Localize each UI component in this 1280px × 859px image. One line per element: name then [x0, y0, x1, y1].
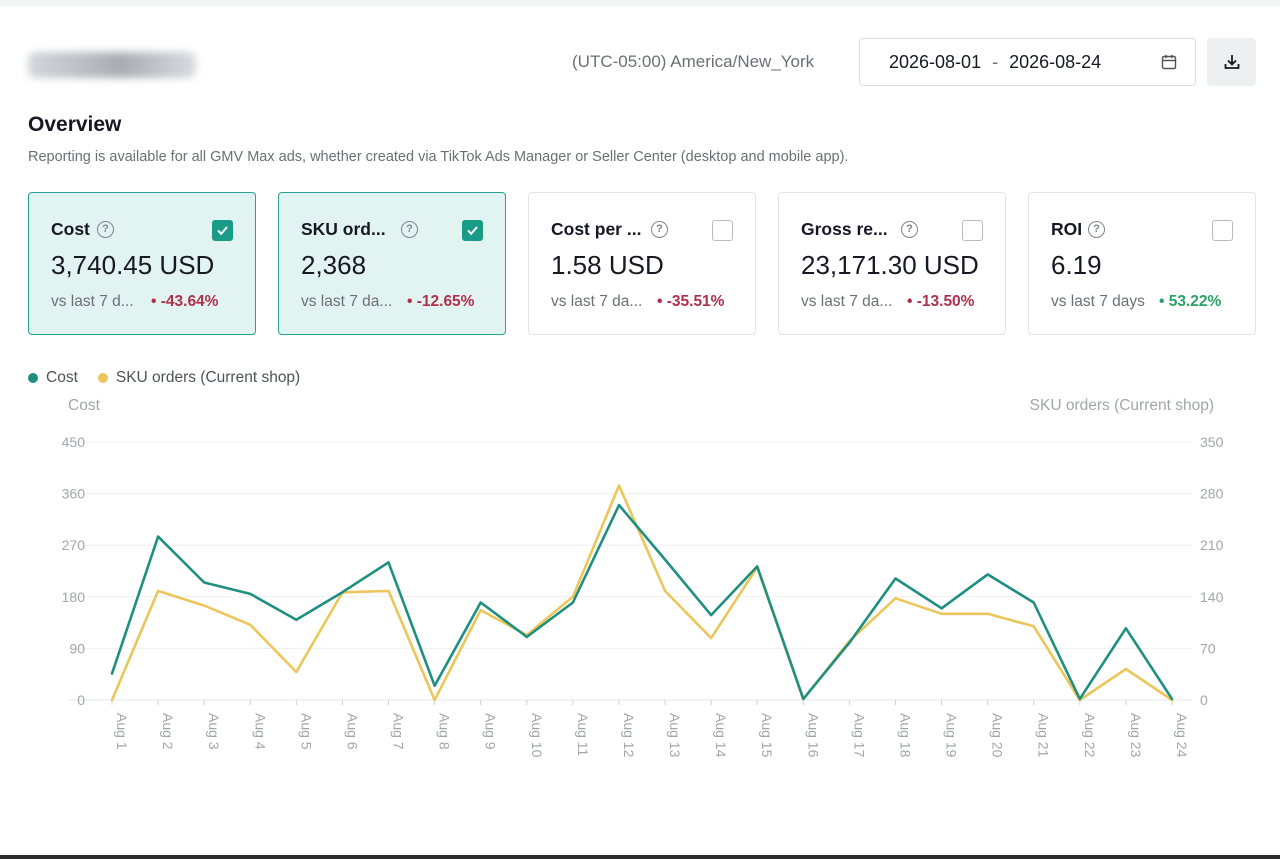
shop-name-blurred: [28, 52, 196, 78]
x-tick-label: Aug 19: [944, 713, 960, 758]
metric-value: 3,740.45 USD: [51, 250, 215, 280]
metric-card-cost-per-order[interactable]: Cost per ... ? 1.58 USD vs last 7 da... …: [528, 192, 756, 335]
x-tick-label: Aug 14: [713, 713, 729, 758]
x-tick-label: Aug 10: [529, 713, 545, 758]
metric-change: • -13.50%: [907, 293, 975, 310]
y-right-tick-label: 280: [1200, 486, 1224, 502]
metric-comparison: vs last 7 da...: [551, 293, 643, 310]
x-tick-label: Aug 13: [667, 713, 683, 758]
x-tick-label: Aug 5: [298, 713, 314, 750]
metric-value: 6.19: [1051, 250, 1102, 280]
y-left-tick-label: 90: [69, 640, 85, 656]
metric-checkbox[interactable]: [212, 220, 233, 241]
metric-change: • -43.64%: [151, 293, 219, 310]
y-left-tick-label: 270: [62, 537, 86, 553]
metric-checkbox[interactable]: [712, 220, 733, 241]
overview-title: Overview: [28, 113, 122, 136]
metric-comparison: vs last 7 days: [1051, 293, 1145, 310]
timezone-label: (UTC-05:00) America/New_York: [572, 52, 815, 71]
help-icon[interactable]: ?: [651, 221, 668, 238]
x-tick-label: Aug 15: [759, 713, 775, 758]
overview-description: Reporting is available for all GMV Max a…: [28, 149, 849, 165]
y-right-tick-label: 0: [1200, 692, 1208, 708]
check-icon: [467, 226, 478, 236]
check-icon: [217, 226, 228, 236]
series-line-sku-orders: [110, 484, 1174, 702]
legend-dot-sku-orders: [97, 373, 108, 383]
x-tick-label: Aug 11: [575, 713, 591, 757]
x-tick-label: Aug 16: [805, 713, 821, 758]
x-tick-label: Aug 20: [990, 713, 1006, 758]
metric-value: 1.58 USD: [551, 250, 664, 280]
legend-item-sku-orders[interactable]: SKU orders (Current shop): [97, 369, 301, 387]
bottom-border: [0, 855, 1280, 859]
metric-change: • 53.22%: [1159, 293, 1222, 310]
calendar-icon: [1161, 54, 1177, 70]
y-right-tick-label: 140: [1200, 589, 1224, 605]
metric-label: SKU ord...: [301, 219, 386, 239]
metric-label: Cost: [51, 219, 90, 239]
y-right-axis-title: SKU orders (Current shop): [1029, 397, 1214, 414]
metric-label: Cost per ...: [551, 219, 642, 239]
y-left-tick-label: 180: [62, 589, 86, 605]
legend-dot-cost: [28, 373, 38, 383]
help-icon[interactable]: ?: [97, 221, 114, 238]
x-tick-label: Aug 17: [851, 713, 867, 758]
x-tick-label: Aug 23: [1128, 713, 1144, 758]
metric-checkbox[interactable]: [462, 220, 483, 241]
x-tick-label: Aug 4: [252, 713, 268, 750]
y-right-tick-label: 70: [1200, 640, 1216, 656]
metric-card-roi[interactable]: ROI ? 6.19 vs last 7 days • 53.22%: [1028, 192, 1256, 335]
help-icon[interactable]: ?: [1088, 221, 1105, 238]
x-tick-label: Aug 6: [344, 713, 360, 750]
x-tick-label: Aug 9: [483, 713, 499, 750]
x-tick-label: Aug 22: [1082, 713, 1098, 758]
date-range-picker[interactable]: 2026-08-01 - 2026-08-24: [859, 38, 1196, 86]
metric-checkbox[interactable]: [962, 220, 983, 241]
legend-label-sku-orders: SKU orders (Current shop): [115, 369, 301, 386]
download-button[interactable]: [1207, 38, 1256, 86]
y-left-tick-label: 0: [77, 692, 85, 708]
metric-change: • -35.51%: [657, 293, 725, 310]
metric-value: 23,171.30 USD: [801, 250, 979, 280]
metric-label: Gross re...: [801, 219, 888, 239]
y-right-tick-label: 350: [1200, 434, 1224, 450]
series-line-cost: [110, 503, 1174, 701]
legend-label-cost: Cost: [46, 369, 78, 386]
x-tick-label: Aug 12: [621, 713, 637, 758]
chart-legend: Cost SKU orders (Current shop): [28, 369, 320, 387]
metric-card-cost[interactable]: Cost ? 3,740.45 USD vs last 7 d... • -43…: [28, 192, 256, 335]
metric-value: 2,368: [301, 250, 367, 280]
y-right-tick-label: 210: [1200, 537, 1224, 553]
x-tick-label: Aug 7: [391, 713, 407, 750]
x-tick-label: Aug 18: [897, 713, 913, 758]
top-border: [0, 0, 1280, 6]
metric-comparison: vs last 7 da...: [301, 293, 393, 310]
metric-checkbox[interactable]: [1212, 220, 1233, 241]
x-tick-label: Aug 8: [437, 713, 453, 750]
date-start: 2026-08-01: [889, 51, 982, 72]
x-tick-label: Aug 2: [160, 713, 176, 750]
date-separator: -: [992, 51, 999, 72]
metric-change: • -12.65%: [407, 293, 475, 310]
metric-comparison: vs last 7 da...: [801, 293, 893, 310]
y-left-axis-title: Cost: [68, 397, 100, 414]
y-left-tick-label: 360: [62, 486, 86, 502]
x-tick-label: Aug 24: [1174, 713, 1190, 758]
y-left-tick-label: 450: [62, 434, 86, 450]
help-icon[interactable]: ?: [901, 221, 918, 238]
metric-card-sku-orders[interactable]: SKU ord... ? 2,368 vs last 7 da... • -12…: [278, 192, 506, 335]
x-tick-label: Aug 1: [114, 713, 130, 750]
download-icon: [1224, 55, 1239, 69]
metric-card-gross-revenue[interactable]: Gross re... ? 23,171.30 USD vs last 7 da…: [778, 192, 1006, 335]
date-end: 2026-08-24: [1009, 51, 1102, 72]
help-icon[interactable]: ?: [401, 221, 418, 238]
metric-comparison: vs last 7 d...: [51, 293, 134, 310]
legend-item-cost[interactable]: Cost: [28, 369, 78, 387]
metric-label: ROI: [1051, 219, 1083, 239]
line-chart: 0 0 90 70 180 140 270 210 360 280 450 350 Aug 1 Aug 2…: [62, 434, 1224, 758]
x-tick-label: Aug 21: [1036, 713, 1052, 758]
x-tick-label: Aug 3: [206, 713, 222, 750]
